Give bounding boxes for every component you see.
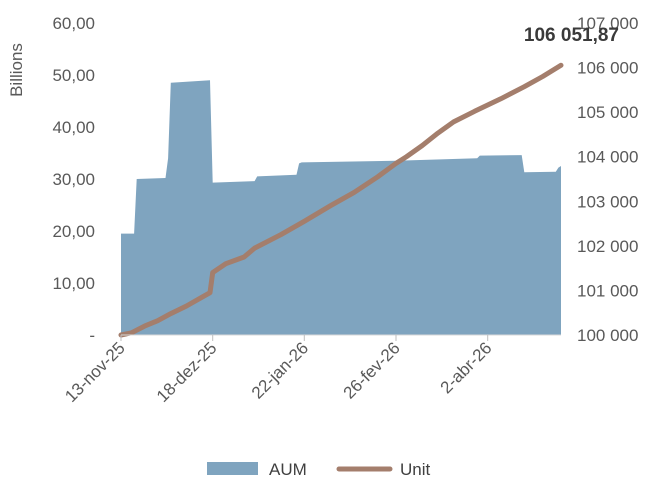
right-tick-label: 103 000 [577,192,638,211]
x-tick-label: 2-abr-26 [437,338,496,397]
right-tick-label: 106 000 [577,59,638,78]
legend-aum-swatch [207,462,258,475]
left-tick-label: 10,00 [52,274,95,293]
x-tick-label: 22-jan-26 [248,338,312,402]
right-tick-label: 100 000 [577,326,638,345]
left-axis: 60,00 50,00 40,00 30,00 20,00 10,00 - [52,14,95,345]
unit-line [118,62,564,338]
legend: AUM Unit [207,460,431,478]
left-tick-label: 40,00 [52,118,95,137]
x-tick-label: 13-nov-25 [61,338,129,406]
left-tick-label: - [89,326,95,345]
x-axis: 13-nov-25 18-dez-25 22-jan-26 26-fev-26 2-ab… [61,334,561,406]
plot-area [118,62,564,338]
right-axis: 107 000 106 000 105 000 104 000 103 000 102 0… [577,14,638,345]
last-unit-value-label: 106 051,87 [524,25,619,46]
right-tick-label: 101 000 [577,281,638,300]
x-tick-label: 26-fev-26 [340,338,404,402]
left-tick-label: 30,00 [52,170,95,189]
left-axis-title: Billions [7,43,26,97]
left-tick-label: 20,00 [52,222,95,241]
legend-aum-label: AUM [269,460,307,478]
x-tick-label: 18-dez-25 [153,338,221,406]
aum-area [121,80,561,335]
right-tick-label: 104 000 [577,148,638,167]
right-tick-label: 102 000 [577,237,638,256]
right-tick-label: 105 000 [577,103,638,122]
left-tick-label: 60,00 [52,14,95,33]
right-tick-label: 107 000 [577,14,638,33]
left-tick-label: 50,00 [52,66,95,85]
legend-unit-label: Unit [400,460,431,478]
